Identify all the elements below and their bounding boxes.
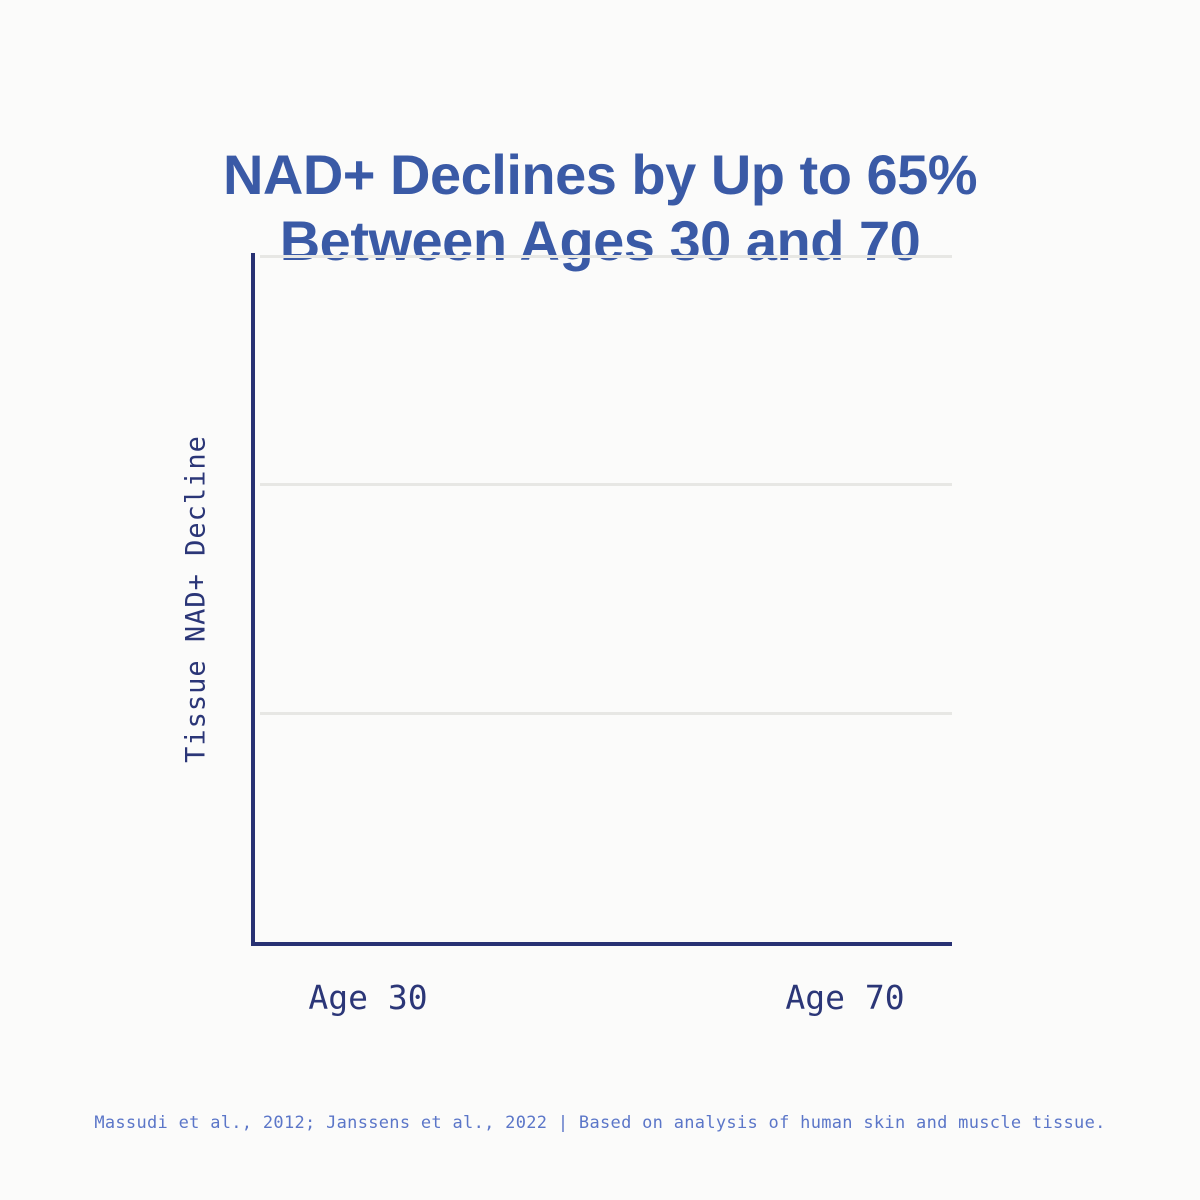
gridline [260,255,952,258]
chart-title-line-2: Between Ages 30 and 70 [279,208,921,272]
gridline [260,712,952,715]
chart-title: NAD+ Declines by Up to 65% Between Ages … [0,142,1200,274]
x-tick-age-30: Age 30 [308,978,428,1017]
y-axis-label: Tissue NAD+ Decline [180,435,212,763]
chart-title-line-1: NAD+ Declines by Up to 65% [222,142,978,206]
x-tick-age-70: Age 70 [785,978,905,1017]
source-citation: Massudi et al., 2012; Janssens et al., 2… [94,1113,1106,1133]
plot-area [251,253,952,946]
gridline [260,483,952,486]
